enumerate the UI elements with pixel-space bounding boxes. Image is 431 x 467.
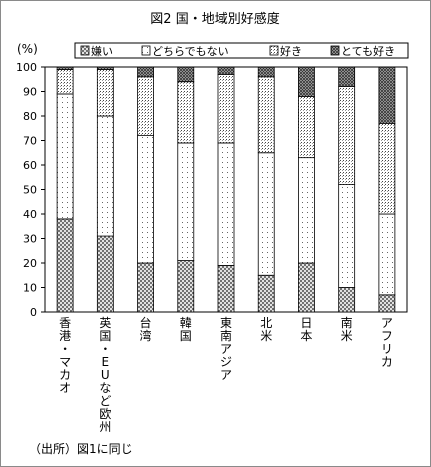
bar-segment [177, 142, 195, 261]
bar-segment [338, 86, 356, 185]
y-tick-label: 10 [23, 282, 37, 295]
legend-swatch [269, 45, 279, 56]
y-tick-label: 90 [23, 86, 37, 99]
bar-segment [217, 142, 235, 266]
legend-label: どちらでもない [152, 45, 229, 58]
y-axis-label: (%) [17, 42, 38, 56]
bar-segment [378, 122, 396, 215]
bar-segment [378, 213, 396, 296]
y-tick-label: 80 [23, 110, 37, 123]
bar-segment [137, 135, 154, 264]
bar-segment [56, 93, 74, 220]
bar-segment [298, 157, 315, 264]
y-tick-label: 60 [23, 159, 37, 172]
x-tick-label: 日本 [300, 316, 312, 343]
bar-segment [257, 66, 275, 78]
legend-label: 好き [280, 44, 302, 58]
bar-segment [257, 76, 275, 154]
legend: 嫌い どちらでもない 好き とても好き [74, 42, 409, 59]
x-tick-label: 香港・マカオ [59, 316, 71, 395]
y-tick-label: 0 [30, 306, 37, 319]
x-tick-label: 英国・ E U など欧州 [99, 316, 111, 434]
bar-segment [298, 66, 315, 97]
bar-segment [217, 66, 235, 75]
bar-segment [217, 73, 235, 144]
legend-swatch [80, 45, 90, 56]
x-tick-label: 韓国 [180, 316, 192, 343]
bar-segment [137, 262, 154, 313]
bar-segment [378, 66, 396, 124]
bar-segment [56, 66, 74, 70]
source-note: （出所）図1に同じ [29, 442, 133, 456]
bar-segment [257, 274, 275, 313]
legend-box [74, 42, 409, 59]
y-tick-label: 100 [16, 61, 37, 74]
bar-segment [137, 66, 154, 78]
bar-segment [298, 96, 315, 159]
x-tick-label: 東南アジア [220, 316, 232, 382]
bar-segment [217, 265, 235, 313]
y-tick-label: 40 [23, 208, 37, 221]
bar-segment [56, 218, 74, 313]
y-tick-label: 20 [23, 257, 37, 270]
bar-segment [137, 76, 154, 137]
legend-swatch [141, 45, 151, 56]
bar-segment [177, 260, 195, 313]
x-tick-label: アフリカ [381, 316, 393, 369]
y-tick-label: 50 [23, 184, 37, 197]
bar-segment [96, 115, 114, 237]
bar-segment [177, 81, 195, 144]
bar-segment [56, 69, 74, 95]
x-axis-labels: 香港・マカオ 英国・ E U など欧州 台湾 韓国 東南アジア 北米 日本 南米 アフリカ [59, 315, 393, 434]
bar-segment [378, 294, 396, 313]
y-axis: 0 10 20 30 40 50 60 70 80 90 100 [16, 61, 45, 319]
legend-label: とても好き [341, 44, 395, 58]
bars [56, 66, 396, 313]
y-tick-label: 30 [23, 233, 37, 246]
bar-segment [298, 262, 315, 313]
legend-label: 嫌い [91, 44, 113, 58]
x-tick-label: 南米 [341, 315, 353, 343]
bar-segment [96, 69, 114, 117]
legend-swatch [330, 45, 340, 56]
x-tick-label: 台湾 [140, 315, 152, 343]
bar-segment [338, 287, 356, 313]
bar-segment [96, 235, 114, 313]
bar-segment [96, 66, 114, 70]
bar-segment [338, 66, 356, 88]
bar-segment [257, 152, 275, 276]
y-tick-label: 70 [23, 135, 37, 148]
bar-segment [177, 66, 195, 83]
chart-title: 図2 国・地域別好感度 [150, 11, 279, 27]
bar-segment [338, 184, 356, 288]
x-tick-label: 北米 [260, 316, 272, 343]
